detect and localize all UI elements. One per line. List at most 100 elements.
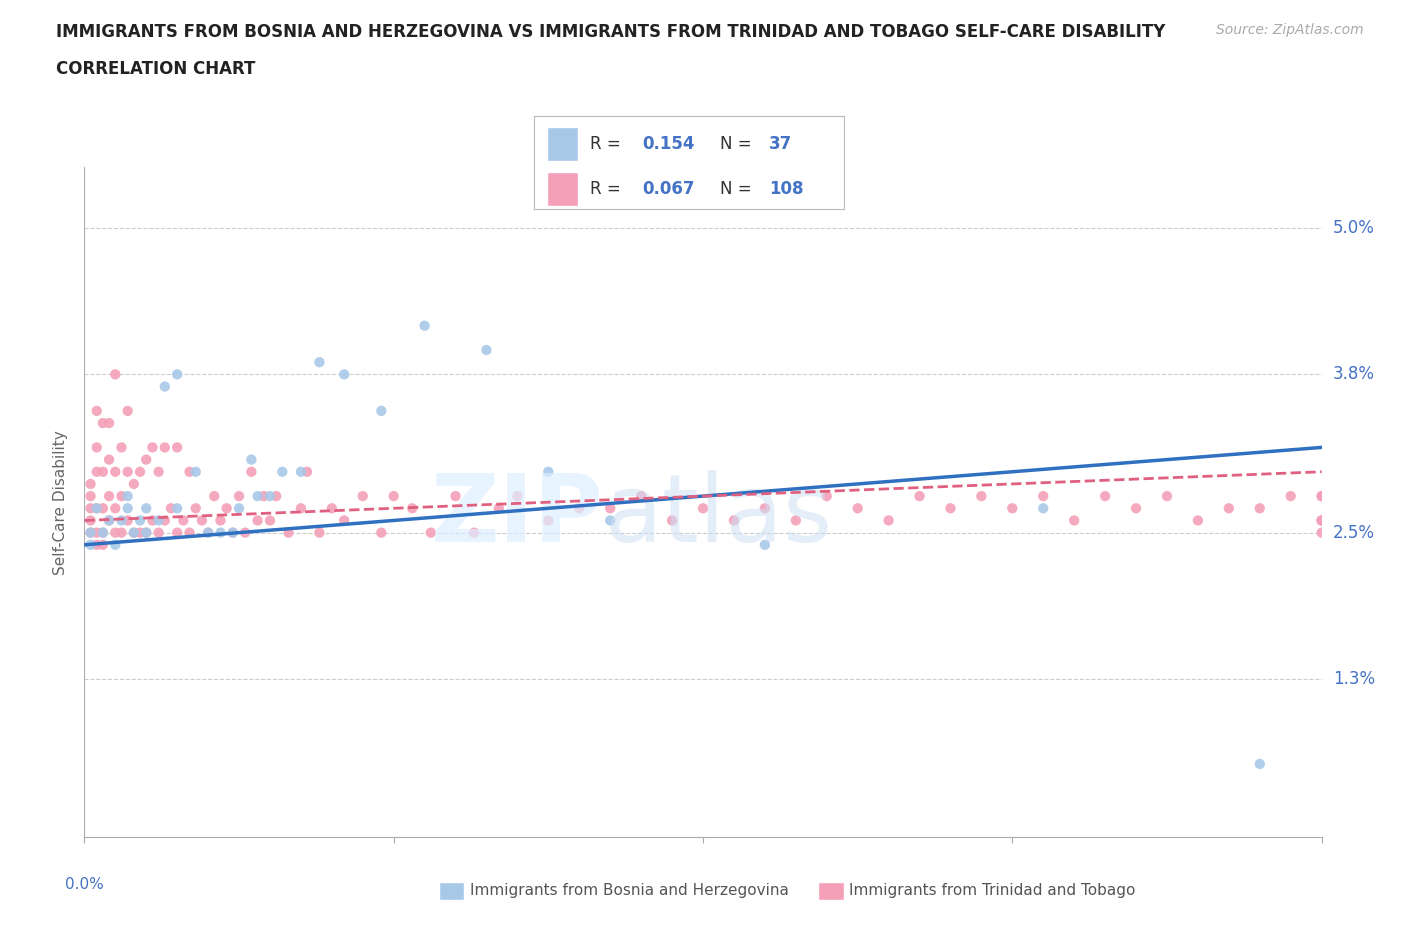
- Text: Immigrants from Bosnia and Herzegovina: Immigrants from Bosnia and Herzegovina: [470, 884, 789, 898]
- Text: 0.0%: 0.0%: [65, 877, 104, 892]
- Point: [723, 513, 745, 528]
- Point: [110, 513, 132, 528]
- Point: [321, 501, 343, 516]
- Point: [86, 464, 108, 479]
- Point: [215, 501, 238, 516]
- Point: [877, 513, 900, 528]
- Point: [79, 476, 101, 491]
- Point: [537, 513, 560, 528]
- Point: [259, 513, 281, 528]
- Point: [1249, 501, 1271, 516]
- Point: [475, 342, 498, 357]
- Point: [246, 513, 269, 528]
- Point: [86, 440, 108, 455]
- Point: [153, 440, 176, 455]
- Point: [117, 513, 139, 528]
- Text: Source: ZipAtlas.com: Source: ZipAtlas.com: [1216, 23, 1364, 37]
- Point: [184, 501, 207, 516]
- Point: [537, 464, 560, 479]
- Point: [1249, 756, 1271, 771]
- Point: [233, 525, 256, 540]
- Point: [141, 513, 163, 528]
- Point: [222, 525, 245, 540]
- Point: [1032, 488, 1054, 503]
- Point: [264, 488, 287, 503]
- Point: [153, 513, 176, 528]
- Point: [160, 501, 183, 516]
- Y-axis label: Self-Care Disability: Self-Care Disability: [53, 430, 69, 575]
- Point: [91, 538, 114, 552]
- Point: [271, 464, 294, 479]
- Point: [91, 525, 114, 540]
- Point: [79, 525, 101, 540]
- Point: [117, 488, 139, 503]
- Point: [290, 501, 312, 516]
- Text: atlas: atlas: [605, 470, 832, 562]
- Point: [419, 525, 441, 540]
- Point: [129, 513, 152, 528]
- Point: [1001, 501, 1024, 516]
- Point: [179, 525, 201, 540]
- Point: [277, 525, 299, 540]
- Point: [1279, 488, 1302, 503]
- Point: [599, 513, 621, 528]
- Point: [970, 488, 993, 503]
- Point: [197, 525, 219, 540]
- Text: R =: R =: [591, 135, 626, 153]
- Point: [91, 501, 114, 516]
- Point: [135, 501, 157, 516]
- Point: [488, 501, 510, 516]
- Point: [110, 525, 132, 540]
- Point: [1094, 488, 1116, 503]
- Point: [129, 525, 152, 540]
- Text: IMMIGRANTS FROM BOSNIA AND HERZEGOVINA VS IMMIGRANTS FROM TRINIDAD AND TOBAGO SE: IMMIGRANTS FROM BOSNIA AND HERZEGOVINA V…: [56, 23, 1166, 41]
- Point: [172, 513, 194, 528]
- FancyBboxPatch shape: [547, 127, 578, 161]
- Point: [1310, 488, 1333, 503]
- Point: [506, 488, 529, 503]
- Text: 2.5%: 2.5%: [1333, 524, 1375, 541]
- Point: [98, 488, 121, 503]
- Point: [1063, 513, 1085, 528]
- Point: [135, 525, 157, 540]
- Point: [1310, 513, 1333, 528]
- Point: [104, 464, 127, 479]
- Point: [754, 501, 776, 516]
- Point: [117, 464, 139, 479]
- Point: [939, 501, 962, 516]
- Point: [370, 525, 392, 540]
- Point: [308, 525, 330, 540]
- Point: [86, 538, 108, 552]
- Text: Immigrants from Trinidad and Tobago: Immigrants from Trinidad and Tobago: [849, 884, 1136, 898]
- Point: [401, 501, 423, 516]
- Point: [209, 513, 232, 528]
- Point: [568, 501, 591, 516]
- Text: 0.067: 0.067: [643, 179, 695, 198]
- Point: [135, 452, 157, 467]
- Point: [240, 452, 263, 467]
- Point: [202, 488, 225, 503]
- Point: [148, 513, 170, 528]
- Point: [104, 538, 127, 552]
- Point: [91, 525, 114, 540]
- Point: [79, 488, 101, 503]
- Point: [444, 488, 467, 503]
- Text: ZIP: ZIP: [432, 470, 605, 562]
- Point: [98, 452, 121, 467]
- Point: [110, 440, 132, 455]
- Point: [370, 404, 392, 418]
- Point: [290, 464, 312, 479]
- Point: [153, 379, 176, 394]
- Point: [86, 501, 108, 516]
- Point: [295, 464, 318, 479]
- Point: [308, 354, 330, 369]
- Point: [148, 464, 170, 479]
- Point: [117, 501, 139, 516]
- Point: [129, 464, 152, 479]
- Point: [599, 501, 621, 516]
- Point: [228, 488, 250, 503]
- Point: [166, 367, 188, 382]
- Text: 108: 108: [769, 179, 804, 198]
- Point: [79, 501, 101, 516]
- Point: [908, 488, 931, 503]
